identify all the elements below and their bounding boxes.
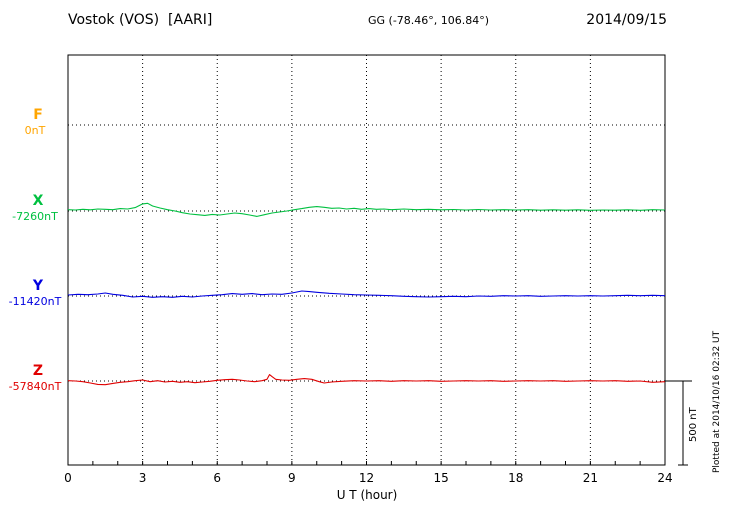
x-tick-label-0: 0 — [64, 471, 72, 485]
trace-Y — [67, 290, 666, 298]
component-letter-F: F — [33, 107, 43, 123]
component-baseline-value-Z: -57840nT — [8, 380, 62, 393]
plot-border — [67, 54, 666, 466]
x-tick-label-6: 6 — [213, 471, 222, 485]
trace-Z — [67, 374, 666, 386]
component-letter-Y: Y — [32, 278, 44, 294]
x-tick-label-9: 9 — [288, 471, 296, 485]
geographic-coordinates: GG (-78.46°, 106.84°) — [368, 14, 490, 27]
trace-X — [67, 202, 666, 217]
component-baseline-value-F: 0nT — [24, 124, 46, 137]
station-title: Vostok (VOS) [AARI] — [68, 12, 213, 28]
plot-date: 2014/09/15 — [586, 12, 667, 28]
x-tick-label-3: 3 — [138, 471, 147, 485]
x-axis-label: U T (hour) — [336, 488, 398, 502]
x-tick-label-15: 15 — [433, 471, 449, 485]
component-letter-X: X — [32, 193, 44, 209]
x-tick-label-24: 24 — [657, 471, 673, 485]
x-tick-label-12: 12 — [358, 471, 375, 485]
component-letter-Z: Z — [32, 363, 44, 379]
plotted-at-note: Plotted at 2014/10/16 02:32 UT — [712, 330, 722, 474]
component-baseline-value-Y: -11420nT — [8, 295, 62, 308]
x-tick-label-18: 18 — [508, 471, 524, 485]
component-baseline-value-X: -7260nT — [12, 210, 58, 223]
scale-bar-label: 500 nT — [688, 407, 699, 443]
x-tick-label-21: 21 — [582, 471, 599, 485]
